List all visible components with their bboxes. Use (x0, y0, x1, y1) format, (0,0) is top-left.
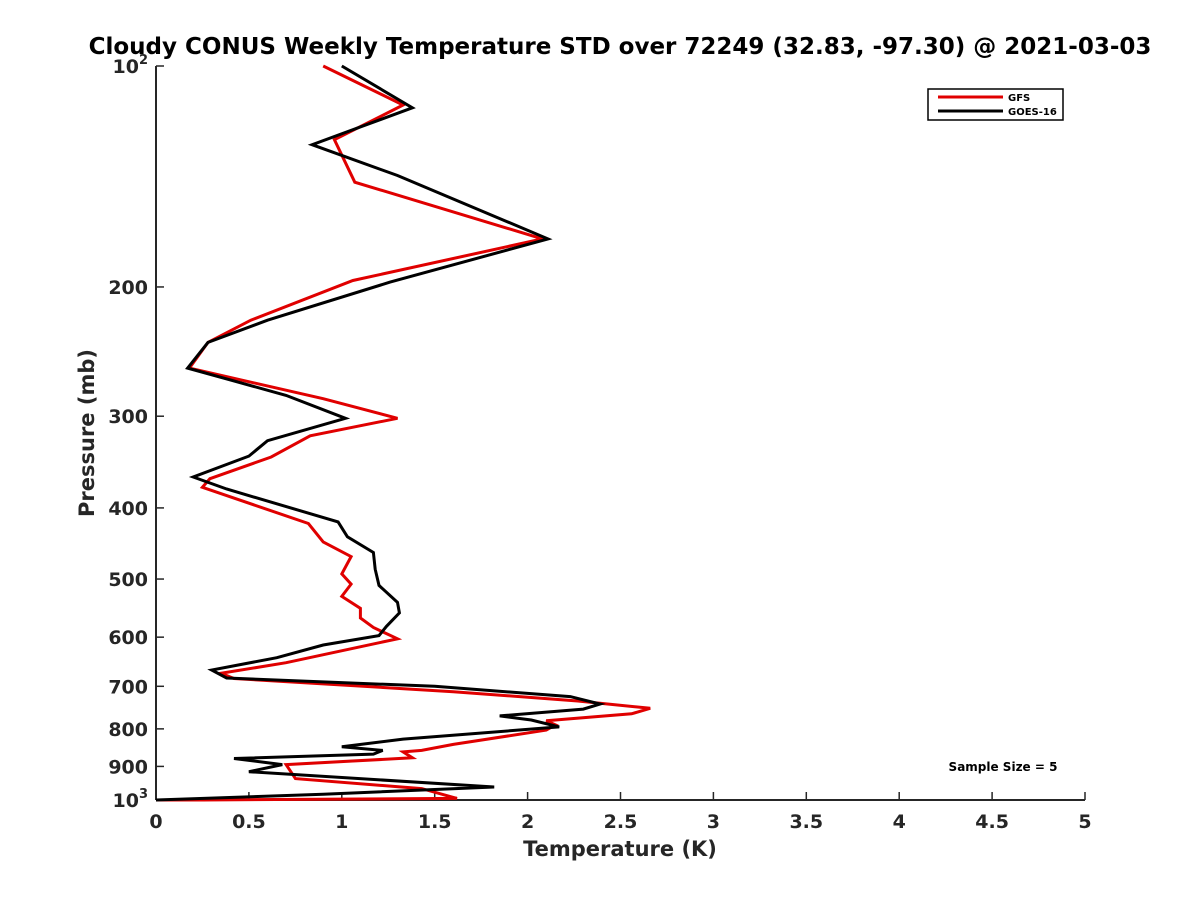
chart-title: Cloudy CONUS Weekly Temperature STD over… (89, 34, 1152, 60)
y-tick-label: 200 (108, 277, 148, 299)
y-tick-label: 800 (108, 719, 148, 741)
y-tick-label: 300 (108, 406, 148, 428)
x-tick-label: 0 (149, 811, 162, 833)
x-tick-label: 3 (707, 811, 720, 833)
x-tick-label: 4.5 (975, 811, 1009, 833)
x-axis-label: Temperature (K) (523, 837, 717, 861)
y-tick-label: 600 (108, 627, 148, 649)
x-tick-label: 1.5 (418, 811, 452, 833)
x-tick-label: 0.5 (232, 811, 266, 833)
series-lines (155, 64, 651, 802)
x-tick-label: 5 (1078, 811, 1091, 833)
y-tick-label: 400 (108, 498, 148, 520)
x-tick-label: 4 (893, 811, 906, 833)
y-tick-label: 103 (113, 787, 149, 812)
y-axis-label: Pressure (mb) (75, 349, 99, 517)
legend: GFS GOES-16 (927, 88, 1064, 121)
series-line-goes-16 (155, 64, 606, 802)
y-tick-label: 700 (108, 676, 148, 698)
x-tick-label: 2.5 (604, 811, 638, 833)
x-tick-label: 1 (335, 811, 348, 833)
legend-label-gfs: GFS (1008, 93, 1030, 104)
sample-size-annotation: Sample Size = 5 (949, 760, 1058, 774)
series-line-gfs (156, 64, 651, 802)
y-tick-label: 500 (108, 569, 148, 591)
plot-area: 0 0.5 1 1.5 2 2.5 3 3.5 4 4.5 5 102 200 300 400 500 600… (108, 53, 1091, 833)
x-tick-label: 3.5 (789, 811, 823, 833)
y-tick-label: 102 (113, 53, 149, 78)
x-tick-label: 2 (521, 811, 534, 833)
legend-label-goes-16: GOES-16 (1008, 107, 1057, 118)
legend-box (927, 88, 1064, 121)
y-axis-ticks: 102 200 300 400 500 600 700 800 900 103 (108, 53, 164, 812)
x-axis-ticks: 0 0.5 1 1.5 2 2.5 3 3.5 4 4.5 5 (149, 792, 1092, 833)
y-tick-label: 900 (108, 756, 148, 778)
